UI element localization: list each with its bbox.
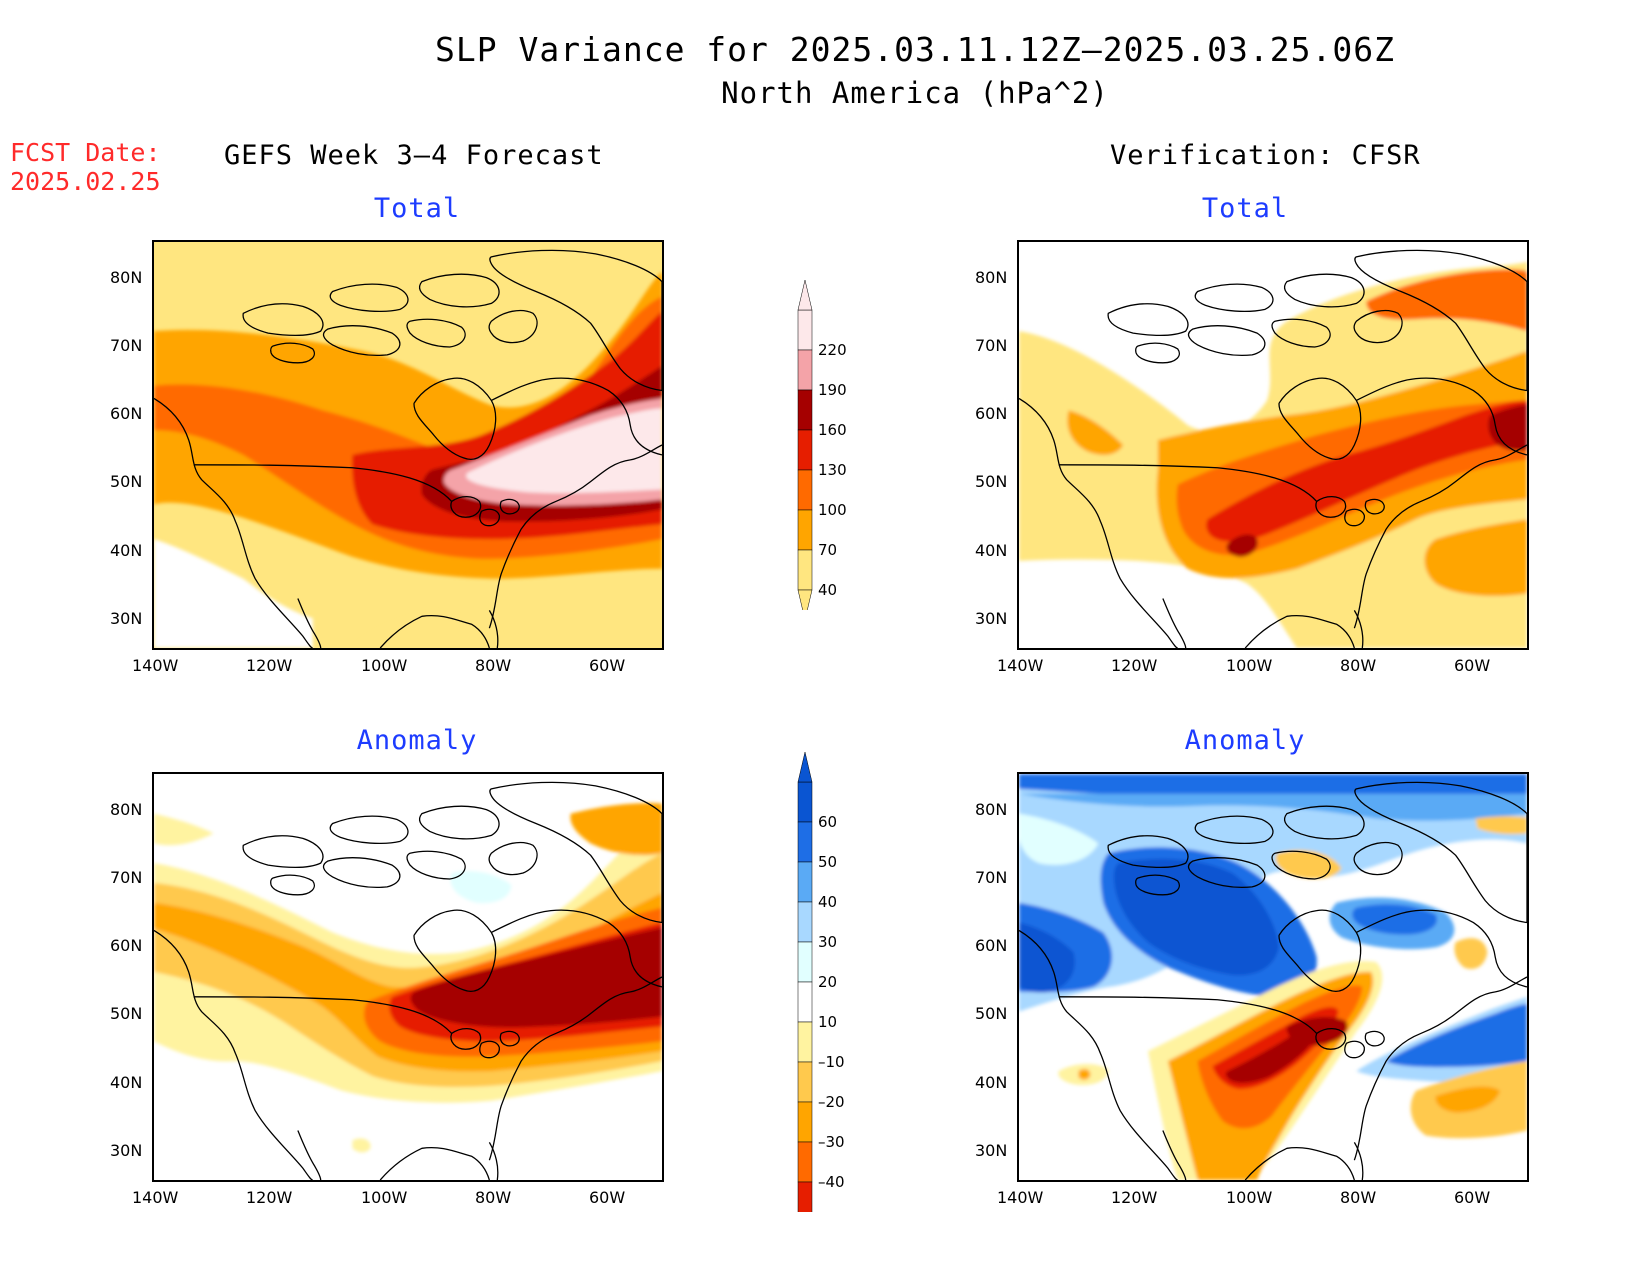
- map-forecast-total: [152, 240, 664, 650]
- panel-title-verification-anomaly: Anomaly: [1184, 725, 1306, 756]
- panel-title-forecast-anomaly: Anomaly: [356, 725, 478, 756]
- colorbar-label: –20: [818, 1093, 845, 1111]
- colorbar-swatch: [797, 941, 813, 983]
- panel-title-verification-total: Total: [1201, 193, 1289, 224]
- colorbar-label: 160: [818, 421, 847, 439]
- forecast-date: FCST Date: 2025.02.25: [10, 138, 161, 196]
- colorbar-extend-top: [797, 280, 813, 311]
- colorbar-swatch: [797, 389, 813, 431]
- subtitle: North America (hPa^2): [721, 76, 1109, 110]
- colorbar-label: 10: [818, 1013, 838, 1031]
- colorbar-label: 190: [818, 381, 847, 399]
- panel-title-forecast-total: Total: [373, 193, 461, 224]
- colorbar-swatch: [797, 981, 813, 1023]
- lat-tick-label: 70N: [975, 868, 1008, 887]
- colorbar-label: 30: [818, 933, 838, 951]
- lat-tick-label: 40N: [975, 541, 1008, 560]
- colorbar-extend-bottom: [797, 589, 813, 610]
- lon-tick-label: 80W: [475, 656, 512, 675]
- lon-tick-label: 60W: [589, 656, 626, 675]
- colorbar-swatch: [797, 349, 813, 391]
- lon-tick-label: 120W: [1111, 656, 1158, 675]
- lon-tick-label: 100W: [1226, 656, 1273, 675]
- lat-tick-label: 70N: [110, 868, 143, 887]
- colorbar-label: 70: [818, 541, 838, 559]
- colorbar-swatch: [797, 469, 813, 511]
- lon-tick-label: 140W: [132, 656, 179, 675]
- colorbar-swatch: [797, 901, 813, 943]
- lon-tick-label: 80W: [475, 1188, 512, 1207]
- lon-tick-label: 140W: [132, 1188, 179, 1207]
- colorbar-swatch: [797, 309, 813, 351]
- lat-tick-label: 40N: [110, 541, 143, 560]
- colorbar-swatch: [797, 1061, 813, 1103]
- colorbar-swatch: [797, 429, 813, 471]
- lon-tick-label: 120W: [246, 1188, 293, 1207]
- colorbar-swatch: [797, 1021, 813, 1063]
- lat-tick-label: 80N: [975, 800, 1008, 819]
- main-title: SLP Variance for 2025.03.11.12Z–2025.03.…: [435, 30, 1395, 69]
- lon-tick-label: 120W: [246, 656, 293, 675]
- lat-tick-label: 60N: [110, 404, 143, 423]
- colorbar-total: [797, 280, 813, 610]
- colorbar-label: 130: [818, 461, 847, 479]
- colorbar-label: 60: [818, 813, 838, 831]
- colorbar-swatch: [797, 509, 813, 551]
- lat-tick-label: 50N: [110, 1004, 143, 1023]
- lat-tick-label: 70N: [975, 336, 1008, 355]
- colorbar-swatch: [797, 821, 813, 863]
- lat-tick-label: 50N: [975, 472, 1008, 491]
- right-column-title: Verification: CFSR: [1110, 140, 1421, 171]
- lat-tick-label: 80N: [975, 268, 1008, 287]
- colorbar-label: 40: [818, 893, 838, 911]
- colorbar-label: 100: [818, 501, 847, 519]
- map-forecast-anomaly: [152, 772, 664, 1182]
- lat-tick-label: 60N: [110, 936, 143, 955]
- lon-tick-label: 60W: [589, 1188, 626, 1207]
- lat-tick-label: 70N: [110, 336, 143, 355]
- map-verification-total: [1017, 240, 1529, 650]
- lat-tick-label: 30N: [975, 1141, 1008, 1160]
- lat-tick-label: 60N: [975, 404, 1008, 423]
- lon-tick-label: 120W: [1111, 1188, 1158, 1207]
- lat-tick-label: 80N: [110, 268, 143, 287]
- colorbar-swatch: [797, 861, 813, 903]
- lat-tick-label: 50N: [110, 472, 143, 491]
- colorbar-label: 20: [818, 973, 838, 991]
- lon-tick-label: 80W: [1340, 656, 1377, 675]
- lon-tick-label: 60W: [1454, 656, 1491, 675]
- lon-tick-label: 100W: [1226, 1188, 1273, 1207]
- lat-tick-label: 40N: [110, 1073, 143, 1092]
- colorbar-swatch: [797, 1101, 813, 1143]
- lon-tick-label: 140W: [997, 1188, 1044, 1207]
- lat-tick-label: 30N: [975, 609, 1008, 628]
- colorbar-swatch: [797, 1141, 813, 1183]
- lon-tick-label: 60W: [1454, 1188, 1491, 1207]
- lon-tick-label: 80W: [1340, 1188, 1377, 1207]
- lat-tick-label: 30N: [110, 609, 143, 628]
- lat-tick-label: 40N: [975, 1073, 1008, 1092]
- lon-tick-label: 140W: [997, 656, 1044, 675]
- colorbar-swatch: [797, 549, 813, 591]
- map-verification-anomaly: [1017, 772, 1529, 1182]
- lon-tick-label: 100W: [361, 1188, 408, 1207]
- lat-tick-label: 60N: [975, 936, 1008, 955]
- colorbar-anomaly: [797, 752, 813, 1212]
- colorbar-label: –40: [818, 1173, 845, 1191]
- colorbar-extend-top: [797, 752, 813, 783]
- colorbar-label: –30: [818, 1133, 845, 1151]
- colorbar-label: 50: [818, 853, 838, 871]
- colorbar-swatch: [797, 1181, 813, 1212]
- colorbar-label: 220: [818, 341, 847, 359]
- colorbar-label: 40: [818, 581, 838, 599]
- left-column-title: GEFS Week 3–4 Forecast: [224, 140, 604, 171]
- lat-tick-label: 30N: [110, 1141, 143, 1160]
- lat-tick-label: 80N: [110, 800, 143, 819]
- lon-tick-label: 100W: [361, 656, 408, 675]
- colorbar-swatch: [797, 781, 813, 823]
- colorbar-label: –10: [818, 1053, 845, 1071]
- lat-tick-label: 50N: [975, 1004, 1008, 1023]
